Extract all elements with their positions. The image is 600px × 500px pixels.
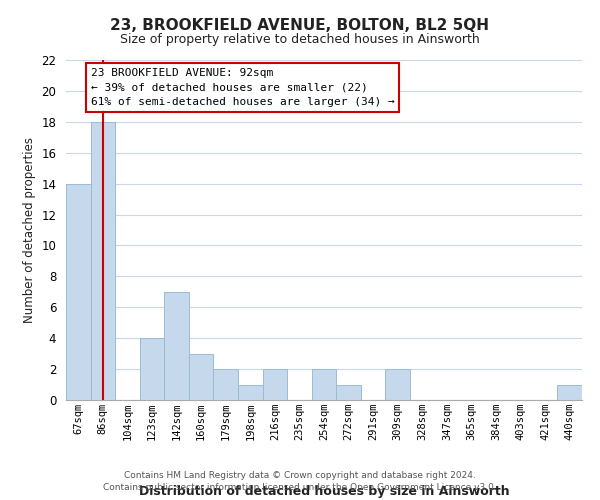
Text: Size of property relative to detached houses in Ainsworth: Size of property relative to detached ho… bbox=[120, 32, 480, 46]
Bar bbox=[140, 338, 164, 400]
Bar bbox=[557, 384, 582, 400]
Bar bbox=[214, 369, 238, 400]
Text: 23 BROOKFIELD AVENUE: 92sqm
← 39% of detached houses are smaller (22)
61% of sem: 23 BROOKFIELD AVENUE: 92sqm ← 39% of det… bbox=[91, 68, 394, 108]
X-axis label: Distribution of detached houses by size in Ainsworth: Distribution of detached houses by size … bbox=[139, 484, 509, 498]
Bar bbox=[66, 184, 91, 400]
Bar bbox=[91, 122, 115, 400]
Bar bbox=[189, 354, 214, 400]
Bar bbox=[336, 384, 361, 400]
Bar bbox=[263, 369, 287, 400]
Bar bbox=[385, 369, 410, 400]
Text: Contains HM Land Registry data © Crown copyright and database right 2024.
Contai: Contains HM Land Registry data © Crown c… bbox=[103, 471, 497, 492]
Bar bbox=[238, 384, 263, 400]
Y-axis label: Number of detached properties: Number of detached properties bbox=[23, 137, 36, 323]
Text: 23, BROOKFIELD AVENUE, BOLTON, BL2 5QH: 23, BROOKFIELD AVENUE, BOLTON, BL2 5QH bbox=[110, 18, 490, 32]
Bar bbox=[312, 369, 336, 400]
Bar bbox=[164, 292, 189, 400]
